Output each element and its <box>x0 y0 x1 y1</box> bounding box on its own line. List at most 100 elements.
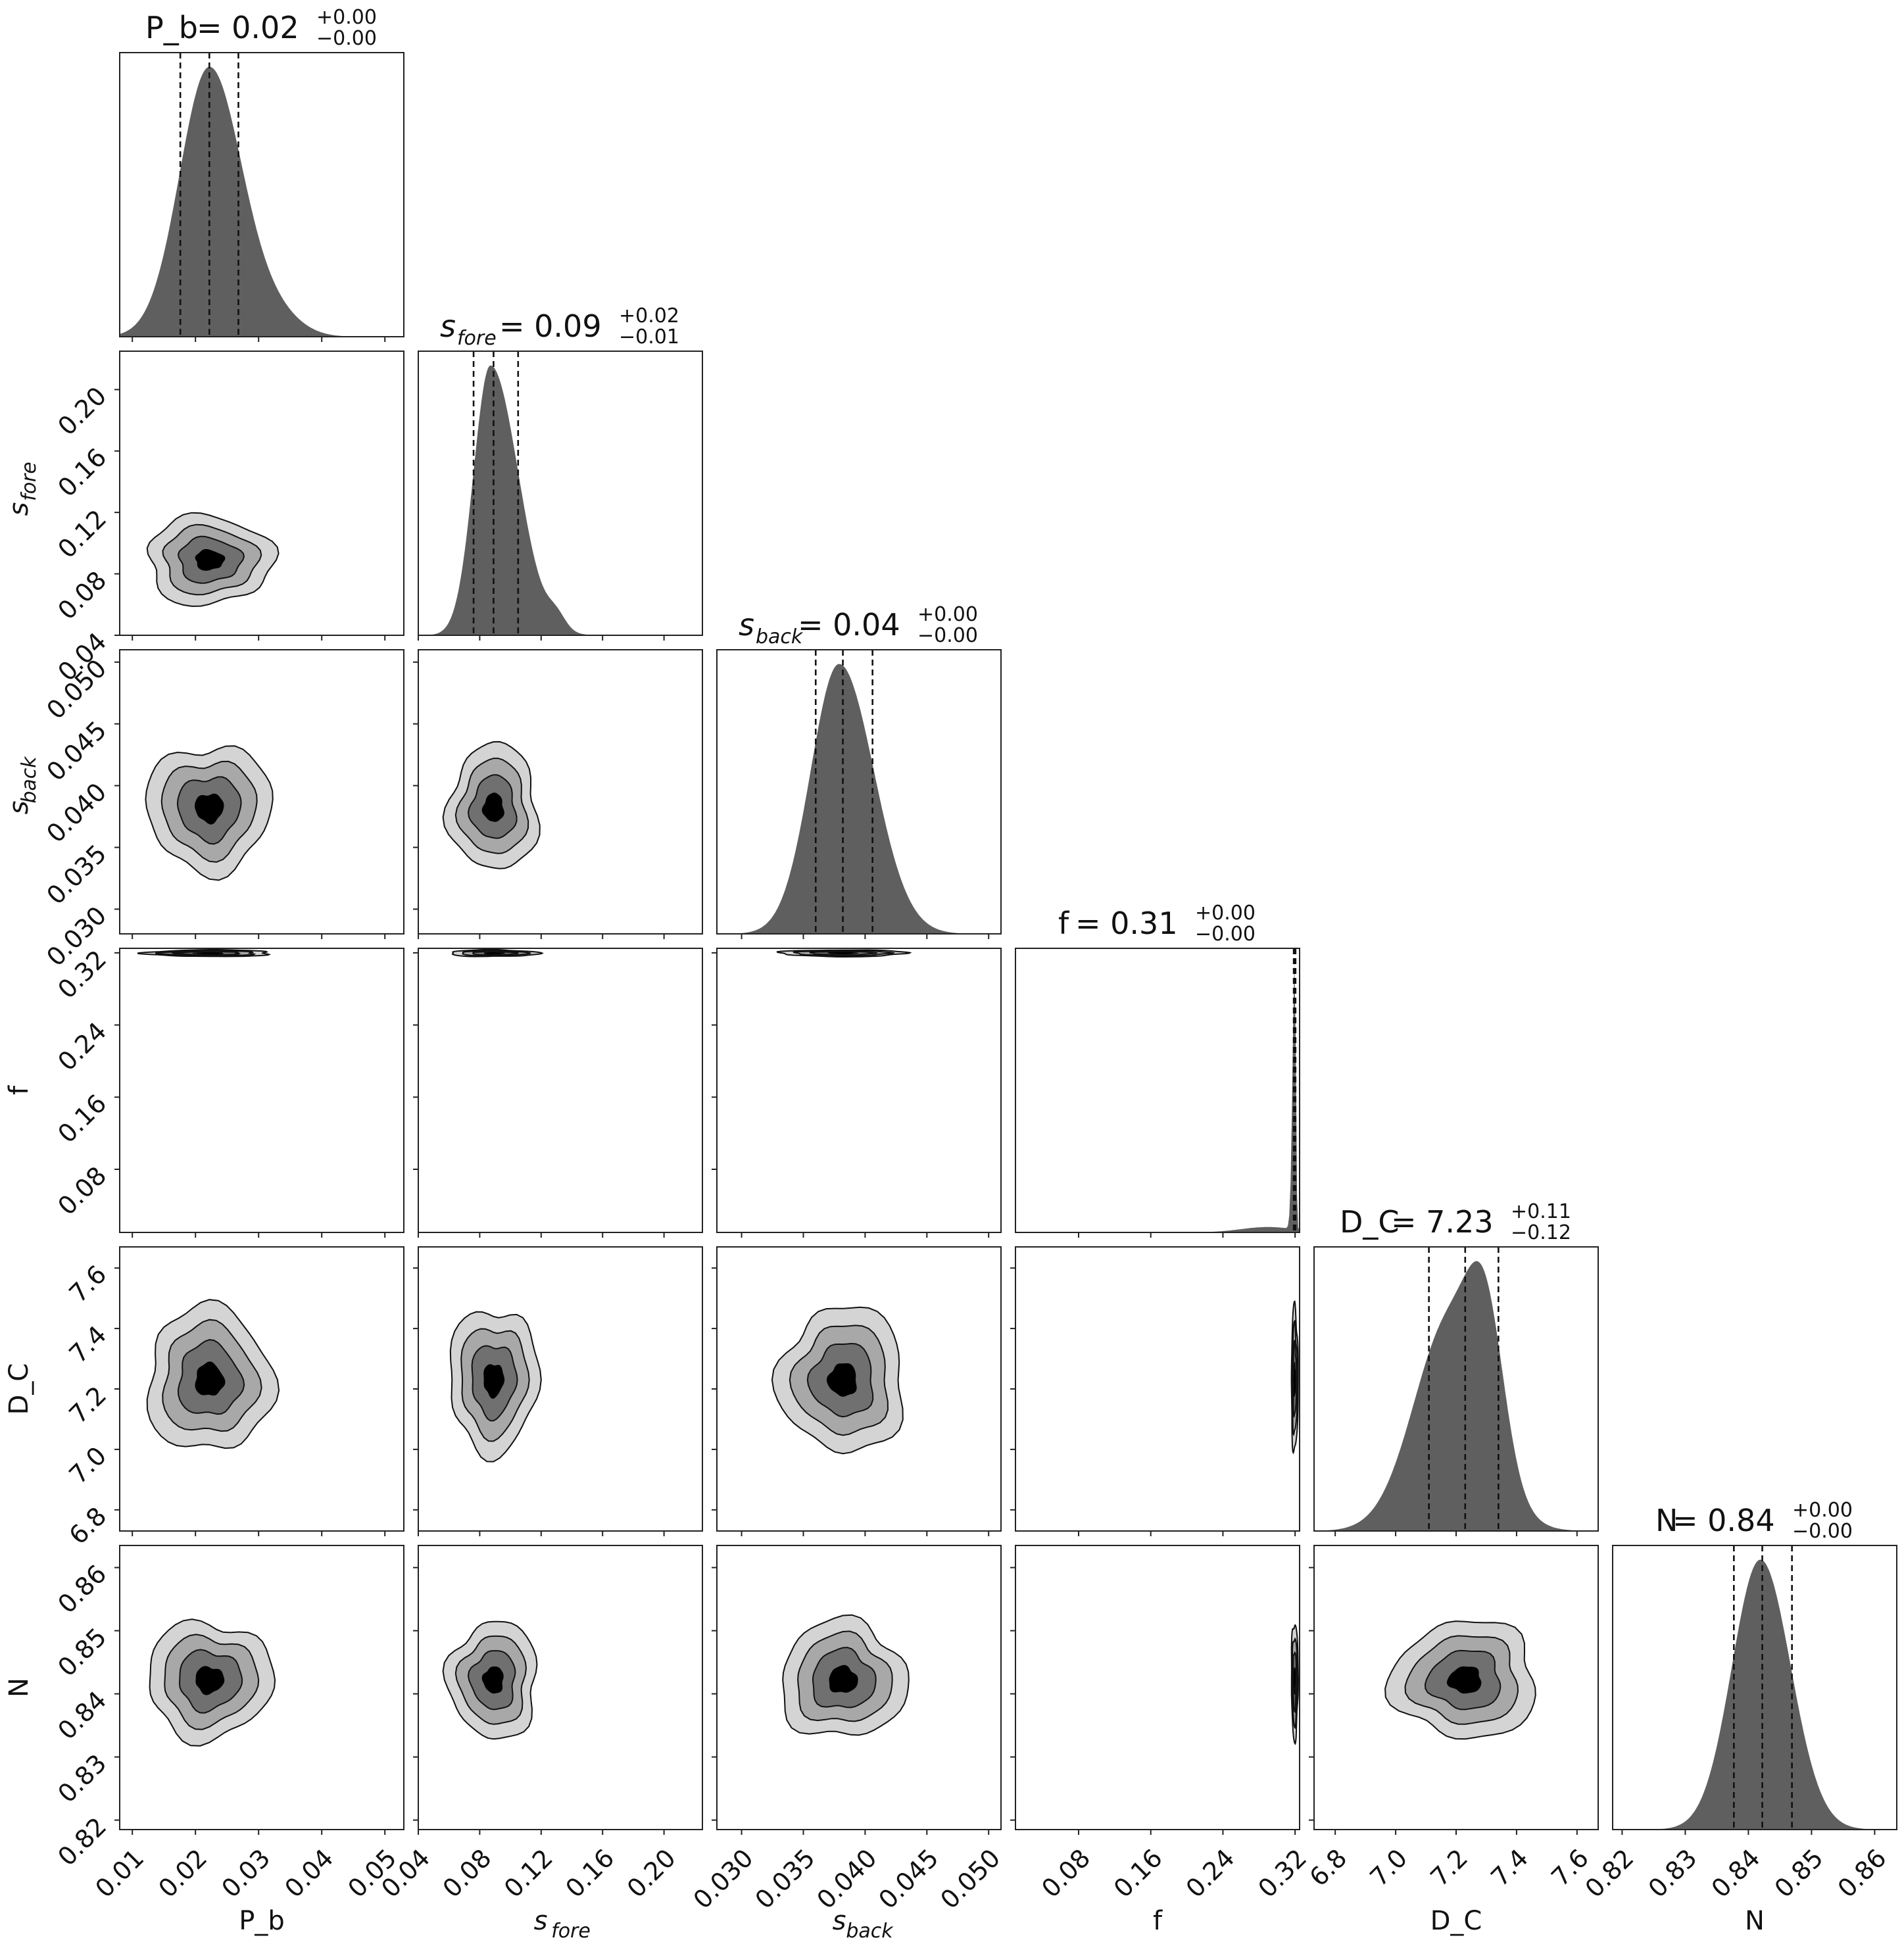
contour-0.5-sigma <box>483 952 506 955</box>
y-axis-label-f: f <box>4 1085 34 1095</box>
y-ticks-s_back-col-P_b <box>114 661 120 910</box>
contour-panel-s_back-f <box>716 948 1002 1233</box>
y-axis-label-sub: fore <box>18 462 41 501</box>
x-ticks-D_C-row-N <box>1334 1830 1578 1835</box>
title-symbol: P_b <box>145 10 198 45</box>
x-axis-label-N: N <box>1745 1906 1765 1936</box>
y-tick-label: 0.85 <box>52 1622 112 1682</box>
title-value: = 0.31 <box>1075 906 1178 941</box>
contour-0.5-sigma <box>195 548 226 571</box>
x-tick-label: 0.83 <box>1643 1843 1703 1903</box>
x-axis-label-text: D_C <box>1430 1906 1482 1936</box>
contour-set-P_b-s_fore <box>146 512 280 607</box>
y-tick-label: 0.16 <box>52 1089 112 1149</box>
y-ticks-f-col-P_b <box>114 952 120 1170</box>
contour-0.5-sigma <box>1294 1361 1296 1397</box>
y-tick-label: 0.045 <box>41 716 112 787</box>
panel-frame-f-D_C <box>1015 1246 1300 1532</box>
x-tick-label: 0.01 <box>89 1843 149 1903</box>
x-tick-label: 0.84 <box>1706 1843 1766 1903</box>
contour-panel-f-D_C <box>1015 1246 1300 1532</box>
y-tick-label: 0.86 <box>52 1559 112 1619</box>
x-axis-label-f: f <box>1153 1906 1163 1936</box>
y-ticks-f-col-s_fore <box>413 952 418 1170</box>
contour-panel-s_fore-s_back <box>418 649 703 935</box>
y-tick-label: 7.6 <box>64 1259 112 1308</box>
panel-frame-P_b-s_back <box>119 649 404 935</box>
histogram-s_fore <box>418 365 702 635</box>
x-ticks-D_C-row-D_C <box>1334 1531 1578 1536</box>
x-axis-label-D_C: D_C <box>1430 1906 1482 1936</box>
title-symbol: D_C <box>1340 1204 1400 1240</box>
panel-frame-s_back <box>716 649 1002 935</box>
x-tick-label: 7.4 <box>1485 1843 1534 1892</box>
title-value: = 0.04 <box>798 607 900 643</box>
y-ticks-N-col-D_C <box>1309 1567 1314 1821</box>
x-axis-label-base: s <box>534 1906 548 1936</box>
title-error-plus: +0.00 <box>1792 1499 1853 1522</box>
x-tick-label: 0.85 <box>1769 1843 1829 1903</box>
x-ticks-s_back-row-s_back <box>741 934 990 939</box>
panel-frame-N <box>1612 1545 1897 1830</box>
y-ticks-N-col-s_back <box>712 1567 717 1821</box>
contour-set-s_back-D_C <box>771 1306 904 1455</box>
contour-panel-s_fore-N <box>418 1545 703 1830</box>
y-ticks-D_C-col-P_b <box>114 1267 120 1511</box>
x-ticks-s_back-row-D_C <box>741 1531 990 1536</box>
x-tick-label: 0.24 <box>1181 1843 1240 1903</box>
x-tick-label: 0.02 <box>153 1843 212 1903</box>
contour-0.5-sigma <box>191 952 224 954</box>
y-axis-label-sub: back <box>18 756 41 804</box>
histogram-panel-f: f = 0.31 +0.00−0.00 <box>1015 902 1300 1233</box>
y-tick-label: 0.12 <box>52 504 112 564</box>
x-tick-labels-P_b: 0.01 0.02 0.03 0.04 0.05 <box>89 1843 402 1903</box>
contour-0.5-sigma <box>1294 1666 1296 1695</box>
x-ticks-N-row-N <box>1621 1830 1876 1835</box>
x-ticks-P_b-row-P_b <box>132 337 386 342</box>
x-ticks-s_back-row-N <box>741 1830 990 1835</box>
contour-0.5-sigma <box>481 792 504 822</box>
y-axis-label-D_C: D_C <box>4 1363 34 1415</box>
panel-frame-f <box>1015 948 1300 1233</box>
contour-set-P_b-f <box>137 949 272 958</box>
x-tick-label: 7.2 <box>1425 1843 1473 1892</box>
y-tick-label: 0.040 <box>41 777 112 848</box>
y-tick-labels-f: 0.080.160.240.32 <box>52 944 112 1221</box>
title-s_fore: s fore = 0.09 +0.02−0.01 <box>440 304 679 350</box>
contour-panel-s_fore-f <box>418 948 703 1233</box>
contour-panel-P_b-N <box>119 1545 404 1830</box>
title-N: N = 0.84 +0.00−0.00 <box>1655 1499 1853 1543</box>
histogram-N <box>1613 1559 1897 1830</box>
title-error-minus: −0.00 <box>1792 1520 1853 1543</box>
x-tick-label: 0.86 <box>1832 1843 1892 1903</box>
y-axis-label-base: s <box>4 502 34 516</box>
contour-set-P_b-N <box>149 1618 276 1747</box>
x-ticks-P_b-row-s_back <box>132 934 386 939</box>
contour-set-s_fore-f <box>451 948 544 958</box>
title-value: = 7.23 <box>1391 1204 1494 1240</box>
title-s_back: s back = 0.04 +0.00−0.00 <box>739 603 978 648</box>
x-tick-label: 0.050 <box>935 1843 1006 1914</box>
panel-frame-P_b-s_fore <box>119 351 404 636</box>
x-axis-label-base: s <box>833 1906 846 1936</box>
contour-0.5-sigma <box>1446 1666 1482 1694</box>
panel-frame-s_back-f <box>716 948 1002 1233</box>
contour-panel-s_back-D_C <box>716 1246 1002 1532</box>
title-error-minus: −0.00 <box>316 27 377 50</box>
x-ticks-f-row-D_C <box>1078 1531 1296 1536</box>
histogram-panel-D_C: D_C = 7.23 +0.11−0.12 <box>1313 1200 1599 1532</box>
x-tick-labels-f: 0.08 0.16 0.24 0.32 <box>1036 1843 1312 1903</box>
title-error-plus: +0.11 <box>1511 1200 1571 1223</box>
x-tick-label: 0.32 <box>1252 1843 1312 1903</box>
y-tick-label: 7.4 <box>64 1320 112 1369</box>
y-axis-label-base: s <box>4 801 34 815</box>
x-tick-label: 0.20 <box>622 1843 681 1903</box>
histogram-panel-P_b: P_b = 0.02 +0.00−0.00 <box>119 6 404 337</box>
y-tick-labels-s_fore: 0.040.080.120.160.20 <box>52 381 112 687</box>
contour-set-s_fore-s_back <box>442 741 541 869</box>
x-ticks-f-row-f <box>1078 1232 1296 1238</box>
y-ticks-N-col-s_fore <box>413 1567 418 1821</box>
x-tick-label: 0.04 <box>279 1843 339 1903</box>
title-value: = 0.02 <box>197 10 299 45</box>
